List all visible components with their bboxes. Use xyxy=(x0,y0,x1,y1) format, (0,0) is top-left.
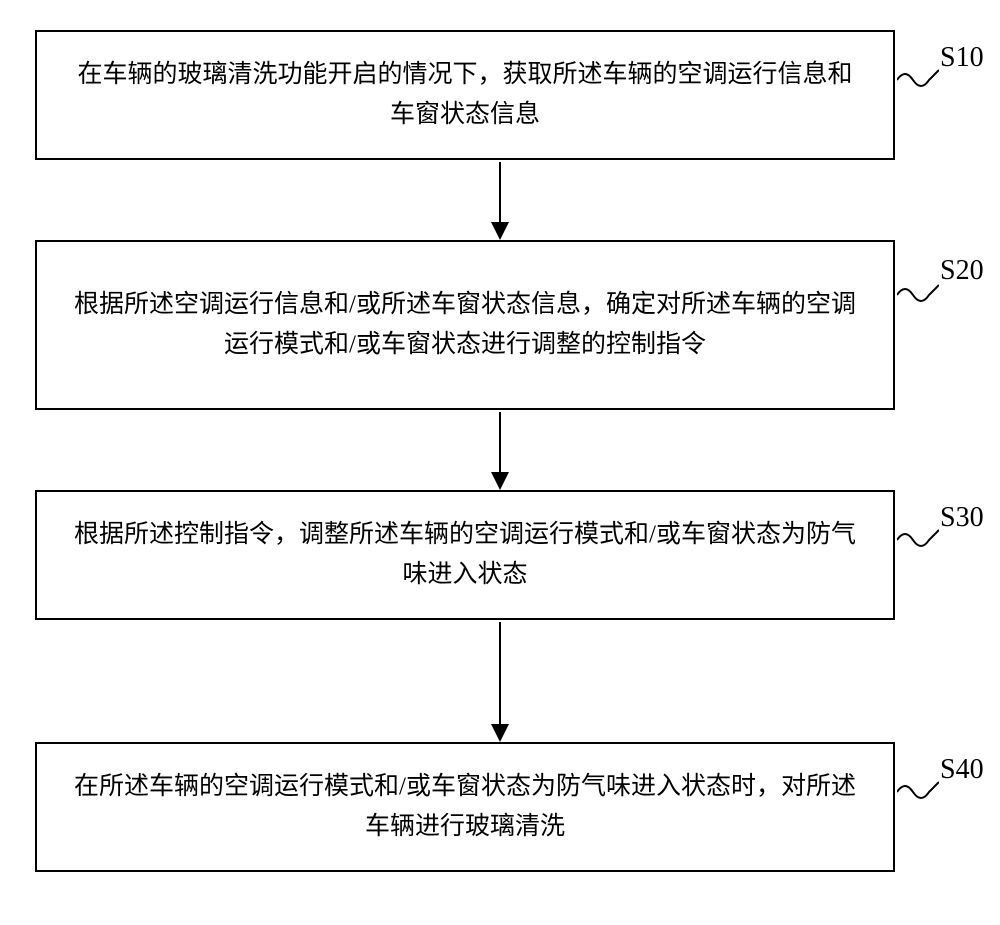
arrow-down-icon xyxy=(485,412,515,490)
step-label-s10: S10 xyxy=(940,42,984,74)
step-label-s20: S20 xyxy=(940,255,984,287)
squiggle-connector-icon xyxy=(897,275,939,315)
arrow-down-icon xyxy=(485,162,515,240)
step-box-s40: 在所述车辆的空调运行模式和/或车窗状态为防气味进入状态时，对所述车辆进行玻璃清洗 xyxy=(35,742,895,872)
step-label-s40: S40 xyxy=(940,754,984,786)
step-box-s10: 在车辆的玻璃清洗功能开启的情况下，获取所述车辆的空调运行信息和车窗状态信息 xyxy=(35,30,895,160)
step-box-s20: 根据所述空调运行信息和/或所述车窗状态信息，确定对所述车辆的空调运行模式和/或车… xyxy=(35,240,895,410)
arrow-down-icon xyxy=(485,622,515,742)
step-label-s30: S30 xyxy=(940,502,984,534)
squiggle-connector-icon xyxy=(897,520,939,560)
squiggle-connector-icon xyxy=(897,60,939,100)
step-text: 根据所述控制指令，调整所述车辆的空调运行模式和/或车窗状态为防气味进入状态 xyxy=(67,515,863,595)
step-text: 在所述车辆的空调运行模式和/或车窗状态为防气味进入状态时，对所述车辆进行玻璃清洗 xyxy=(67,767,863,847)
step-text: 在车辆的玻璃清洗功能开启的情况下，获取所述车辆的空调运行信息和车窗状态信息 xyxy=(67,55,863,135)
step-box-s30: 根据所述控制指令，调整所述车辆的空调运行模式和/或车窗状态为防气味进入状态 xyxy=(35,490,895,620)
squiggle-connector-icon xyxy=(897,772,939,812)
step-text: 根据所述空调运行信息和/或所述车窗状态信息，确定对所述车辆的空调运行模式和/或车… xyxy=(67,285,863,365)
flowchart-container: 在车辆的玻璃清洗功能开启的情况下，获取所述车辆的空调运行信息和车窗状态信息 根据… xyxy=(0,0,1000,925)
